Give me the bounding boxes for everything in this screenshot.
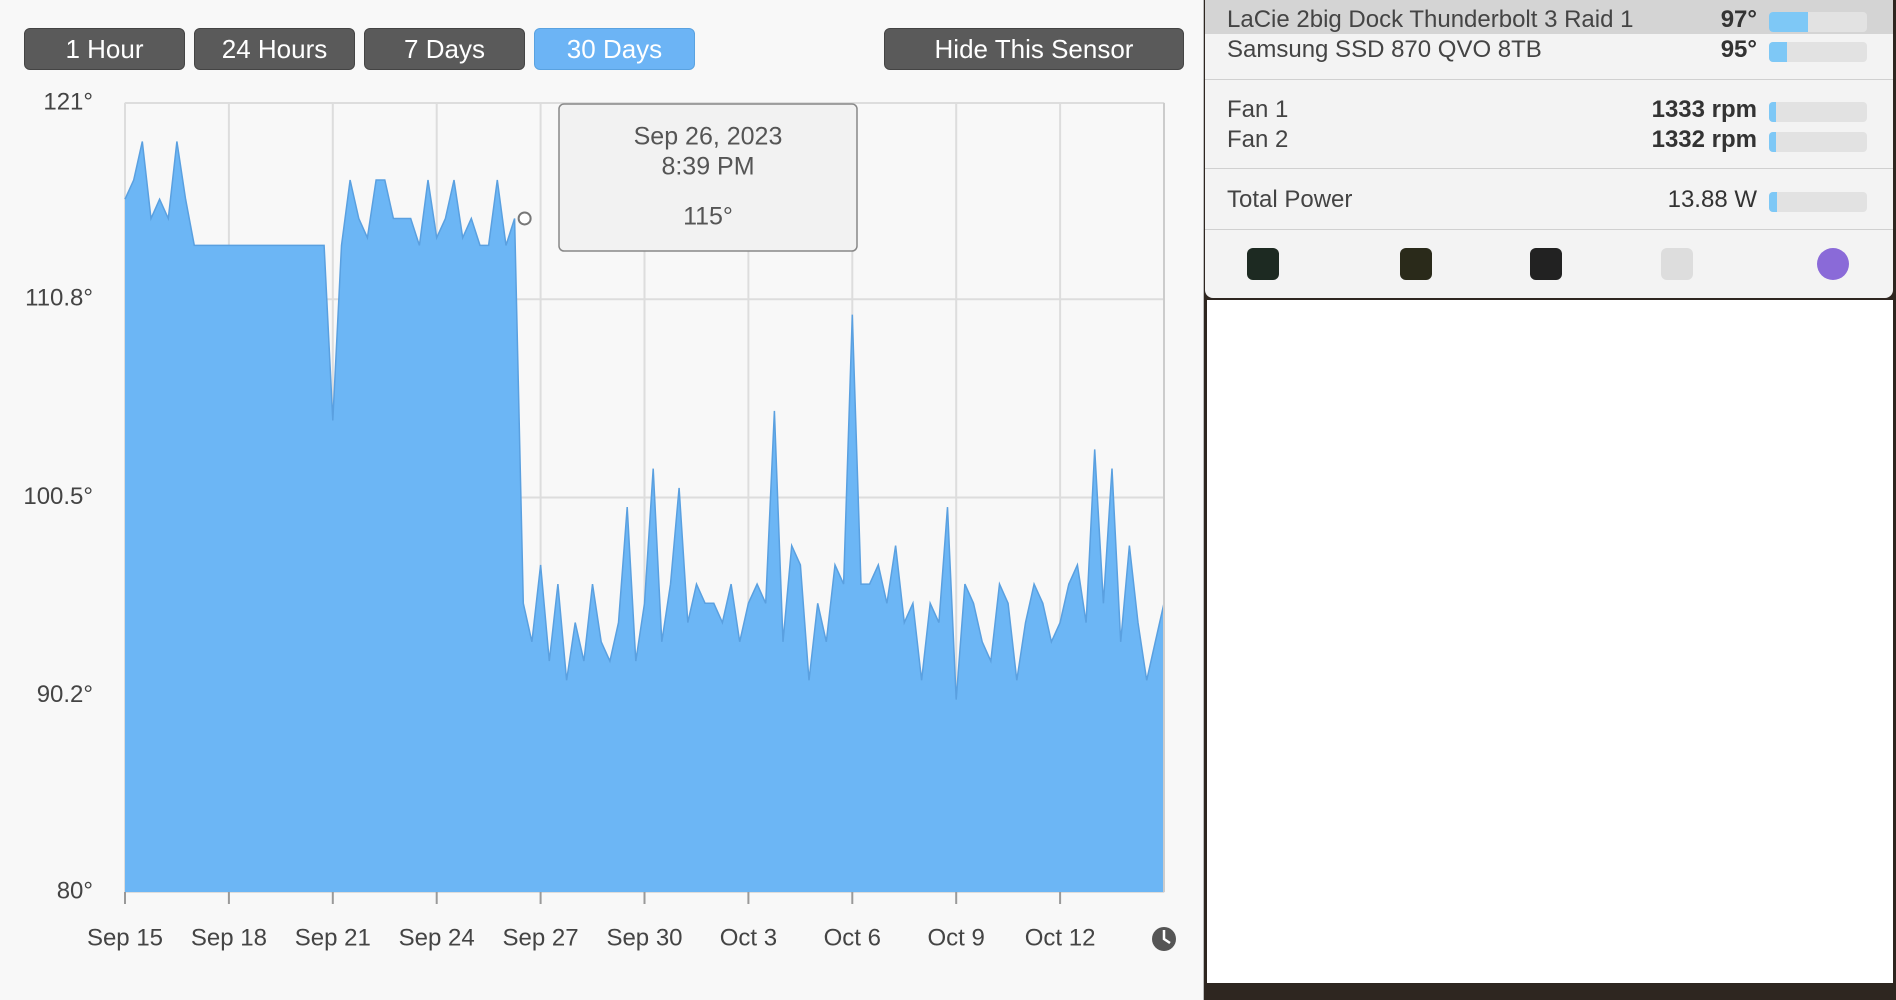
range-button[interactable]: 1 Hour (24, 28, 185, 70)
y-tick-label: 110.8° (25, 285, 93, 312)
level-bar (1769, 42, 1867, 62)
y-tick-label: 90.2° (37, 681, 93, 708)
x-tick-label: Sep 18 (191, 924, 267, 951)
level-bar (1769, 192, 1867, 212)
x-tick-label: Sep 27 (503, 924, 579, 951)
x-tick-label: Sep 21 (295, 924, 371, 951)
app-icon[interactable] (1247, 248, 1279, 280)
fan-row[interactable]: Fan 2 1332 rpm (1227, 126, 1867, 154)
level-bar (1769, 12, 1867, 32)
sensor-menu: LaCie 2big Dock Thunderbolt 3 Raid 1 97° … (1205, 0, 1893, 298)
chart: 80° 90.2° 100.5° 110.8° 121° Sep 15 Sep 18 Sep … (23, 88, 1176, 951)
level-bar (1769, 132, 1867, 152)
y-tick-label: 100.5° (23, 483, 93, 510)
app-icon[interactable] (1530, 248, 1562, 280)
hover-point (517, 211, 532, 226)
fan-name: Fan 2 (1227, 126, 1289, 153)
app-icon[interactable] (1817, 248, 1849, 280)
app-icon[interactable] (1661, 248, 1693, 280)
history-panel: 1 Hour 24 Hours 7 Days 30 Days Hide This… (0, 0, 1204, 1000)
range-button[interactable]: 24 Hours (194, 28, 355, 70)
tooltip-time: 8:39 PM (661, 153, 754, 181)
x-tick-label: Sep 30 (606, 924, 682, 951)
separator (1205, 229, 1893, 230)
area-fill (125, 141, 1164, 892)
x-tick-label: Oct 3 (720, 924, 777, 951)
power-value: 13.88 W (1667, 186, 1757, 213)
y-tick-label: 121° (43, 88, 93, 115)
range-button[interactable]: 30 Days (534, 28, 695, 70)
app-icon[interactable] (1400, 248, 1432, 280)
sensor-row[interactable]: LaCie 2big Dock Thunderbolt 3 Raid 1 97° (1227, 6, 1867, 34)
sensor-row[interactable]: Samsung SSD 870 QVO 8TB 95° (1227, 36, 1867, 64)
level-bar (1769, 102, 1867, 122)
x-tick-label: Oct 6 (824, 924, 881, 951)
area-line (124, 141, 1165, 700)
range-button[interactable]: 7 Days (364, 28, 525, 70)
hide-sensor-button[interactable]: Hide This Sensor (884, 28, 1184, 70)
tooltip-box (558, 103, 858, 252)
power-row[interactable]: Total Power 13.88 W (1227, 186, 1867, 214)
separator (1205, 168, 1893, 169)
clock-icon (1152, 927, 1176, 951)
fan-value: 1333 rpm (1651, 96, 1757, 123)
sensor-value: 97° (1720, 6, 1757, 33)
x-tick-label: Oct 9 (928, 924, 985, 951)
sensor-name: Samsung SSD 870 QVO 8TB (1227, 36, 1542, 63)
tooltip-date: Sep 26, 2023 (634, 123, 783, 151)
clock-hands (1162, 930, 1171, 945)
fan-value: 1332 rpm (1651, 126, 1757, 153)
x-tick-label: Sep 15 (87, 924, 163, 951)
x-tick-label: Sep 24 (399, 924, 475, 951)
sensor-value: 95° (1720, 36, 1757, 63)
x-tick-label: Oct 12 (1025, 924, 1096, 951)
separator (1205, 79, 1893, 80)
blank-window (1207, 300, 1893, 983)
sensor-name: LaCie 2big Dock Thunderbolt 3 Raid 1 (1227, 6, 1634, 33)
fan-row[interactable]: Fan 1 1333 rpm (1227, 96, 1867, 124)
tooltip-value: 115° (683, 203, 733, 231)
y-tick-label: 80° (57, 877, 93, 904)
fan-name: Fan 1 (1227, 96, 1289, 123)
power-name: Total Power (1227, 186, 1353, 213)
